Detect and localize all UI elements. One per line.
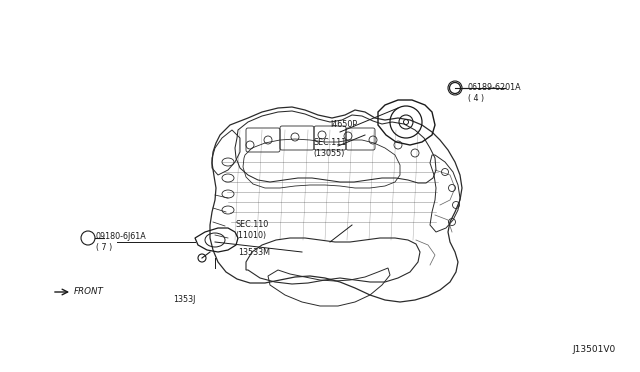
Text: SEC.110
(11010): SEC.110 (11010) <box>235 220 268 240</box>
Text: 1353J: 1353J <box>173 295 195 304</box>
Text: SEC.111
(13055): SEC.111 (13055) <box>313 138 346 158</box>
Text: 09180-6J61A
( 7 ): 09180-6J61A ( 7 ) <box>96 232 147 252</box>
Text: 13533M: 13533M <box>238 248 270 257</box>
Text: J13501V0: J13501V0 <box>572 345 615 354</box>
Text: 06189-6201A
( 4 ): 06189-6201A ( 4 ) <box>468 83 522 103</box>
Text: FRONT: FRONT <box>74 287 104 296</box>
Text: l4650P: l4650P <box>330 120 357 129</box>
